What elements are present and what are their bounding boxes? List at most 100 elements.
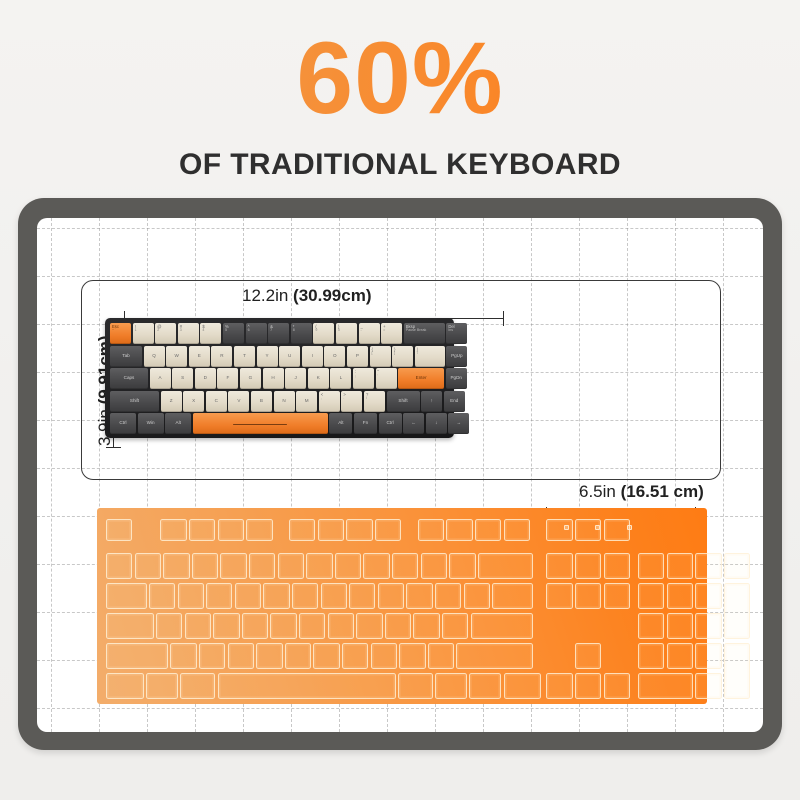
keycap-legend: K [316,375,320,381]
outline-keycap [384,613,412,639]
keycap-legend: Ctrl [119,420,127,426]
outline-keycap [374,519,402,541]
keycap-enter: Enter [398,368,445,390]
keycap-legend: ( [315,324,317,329]
outline-keycap [180,673,216,699]
outline-keycap [356,613,383,639]
keycap-t: T [233,345,255,367]
outline-keycap [217,519,244,541]
keycap-legend: # [179,324,183,329]
outline-keycap [206,583,233,609]
keycap-pgup: PgUp [446,345,468,367]
keycap-legend: N [282,397,286,403]
outline-keycap [256,643,283,669]
outline-keycap [106,673,144,699]
outline-keycap [413,613,440,639]
keycap-: | \ [414,345,445,367]
outline-keycap [603,553,631,579]
outline-keycap-numpad [637,643,665,669]
outline-keycap [106,553,133,579]
keycap-legend: Fn [362,420,369,426]
keycap-: :; [352,368,374,390]
outline-keycap-numpad [695,583,722,609]
outline-keycap [270,613,297,639]
keycap-legend: ! [134,324,136,329]
keycap-s: S [172,368,194,390]
keycap-alt: Alt [165,413,192,435]
keycap-caps: Caps [110,368,148,390]
grid-line [195,218,196,732]
grid-line [291,218,292,732]
keycap-: <, [318,390,340,412]
outline-keycap-numpad [637,613,665,639]
outline-keycap [474,519,502,541]
dimension-cap-bottom [106,447,121,448]
keycap-u: U [279,345,301,367]
outline-keycap [170,643,197,669]
keycap-win: Win [137,413,164,435]
fullsize-keyboard-silhouette [97,508,751,704]
led-indicator [595,525,601,530]
keycap-space [192,413,328,435]
outline-keycap [370,643,397,669]
outline-keycap-numpad [666,613,693,639]
outline-keycap [449,553,476,579]
keycap-legend: X [192,397,196,403]
dimension-cap-right [503,311,504,326]
keycap-end: End [443,390,465,412]
outline-keycap [546,519,573,541]
keycap-: _ - [358,323,380,344]
grid-line [37,708,763,709]
outline-keycap [291,583,319,609]
keycap-e: E [188,345,210,367]
outline-keycap [446,519,473,541]
keycap-legend: Del [448,324,455,329]
keycap-legend: } [394,346,396,352]
keycap-legend: O [333,352,337,358]
keycap-legend: Alt [338,420,344,426]
outline-keycap [320,583,347,609]
grid-line [99,218,100,732]
outline-keycap [477,553,533,579]
keycap-a: A [149,368,171,390]
outline-keycap [503,519,530,541]
keycap-legend: U [287,352,292,358]
keycap-: @2 [155,323,177,344]
keycap-z: Z [160,390,182,412]
keycap-legend: % [224,324,229,329]
outline-keycap-arrow-down [575,673,602,699]
keycap-ctrl: Ctrl [110,413,136,435]
keycap-c: C [205,390,227,412]
outline-keycap [317,519,345,541]
keycap-sublegend: / [365,396,367,401]
outline-keycap-arrow-left [546,673,573,699]
keycap-legend: Shift [129,397,140,403]
outline-keycap [442,613,469,639]
keycap-sublegend: 7 [270,328,273,333]
keycap-legend: H [271,375,275,381]
outline-keycap [377,583,405,609]
outline-keycap [284,643,312,669]
keycap-legend: V [237,397,241,403]
led-indicator [563,525,569,530]
outline-keycap [417,519,445,541]
keycap-legend: M [304,397,309,403]
keycap-legend: P [355,352,359,358]
keycap-r: R [211,345,233,367]
keyboard-row: Tab Q W E R T Y U I O P{[}] | \ PgUp [110,345,468,367]
keycap-: ^ 6 [245,323,267,344]
keycap-esc: Esc ~ ` [110,323,131,344]
keycap-legend: S [181,375,185,381]
outline-keycap [106,613,154,639]
keycap-o: O [324,345,346,367]
keycap-legend: G [248,375,253,381]
outline-keycap [213,613,240,639]
keyboard-row: Esc ~ `! 1 @2 #3 $4% 5 ^ 6 & 7 * 8(9) 0 _ - + = Bksp Pause … [110,323,468,344]
keycap-sublegend: Pause Break [405,328,427,333]
fullsize-extra-width-label: 6.5in (16.51 cm) [579,482,704,502]
outline-keycap [177,583,204,609]
outline-keycap [463,583,490,609]
outline-keycap [434,583,462,609]
outline-keycap-numpad [637,583,665,609]
keycap-: * 8 [290,323,312,344]
